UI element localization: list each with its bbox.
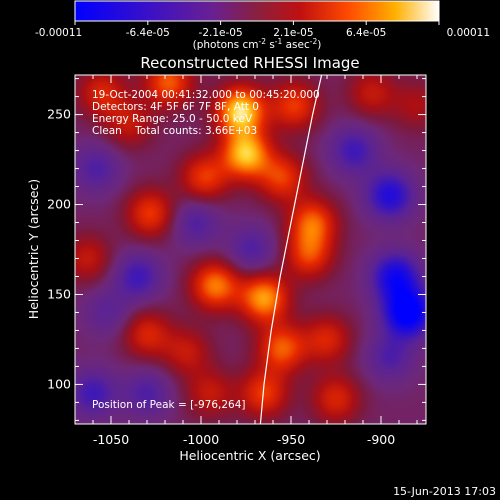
annotation-detectors: Detectors: 4F 5F 6F 7F 8F, Att 0 [92, 101, 259, 113]
image-plot: -1050 -1000 -950 -900 100 150 200 250 [47, 74, 427, 447]
plot-frame [74, 74, 427, 425]
y-tick-label: 150 [47, 286, 71, 301]
chart-title: Reconstructed RHESSI Image [140, 54, 359, 72]
footer-timestamp: 15-Jun-2013 17:03 [393, 485, 496, 498]
colorbar-tick-label: 0.00011 [447, 27, 490, 39]
annotation-energy-range: Energy Range: 25.0 - 50.0 keV [92, 113, 253, 125]
y-tick-label: 250 [47, 107, 71, 122]
colorbar-tick-label: 2.1e-05 [273, 27, 313, 39]
y-tick-label: 200 [47, 197, 71, 212]
colorbar: -0.00011 -6.4e-05 -2.1e-05 2.1e-05 6.4e-05 0.… [35, 0, 490, 51]
annotation-block: 19-Oct-2004 00:41:32.000 to 00:45:20.000… [92, 89, 320, 137]
x-tick-label: -900 [367, 432, 395, 447]
colorbar-tick-label: -6.4e-05 [126, 27, 170, 39]
x-tick-label: -1000 [183, 432, 219, 447]
solar-limb-line [259, 75, 323, 424]
colorbar-unit-label: (photons cm-2 s-1 asec-2) [193, 37, 322, 51]
peak-position-label: Position of Peak = [-976,264] [92, 399, 246, 411]
x-axis-title: Heliocentric X (arcsec) [179, 448, 320, 463]
colorbar-tick-label: -2.1e-05 [199, 27, 243, 39]
x-tick-label: -1050 [93, 432, 129, 447]
annotation-time-range: 19-Oct-2004 00:41:32.000 to 00:45:20.000 [92, 89, 320, 101]
y-axis-title: Heliocentric Y (arcsec) [26, 179, 41, 319]
annotation-total-counts: Clean Total counts: 3.66E+03 [92, 125, 257, 137]
y-tick-label: 100 [47, 376, 71, 391]
colorbar-gradient [74, 0, 440, 22]
colorbar-tick-label: -0.00011 [35, 27, 82, 39]
heatmap-image [75, 75, 426, 424]
colorbar-tick-label: 6.4e-05 [346, 27, 386, 39]
x-tick-label: -950 [277, 432, 305, 447]
